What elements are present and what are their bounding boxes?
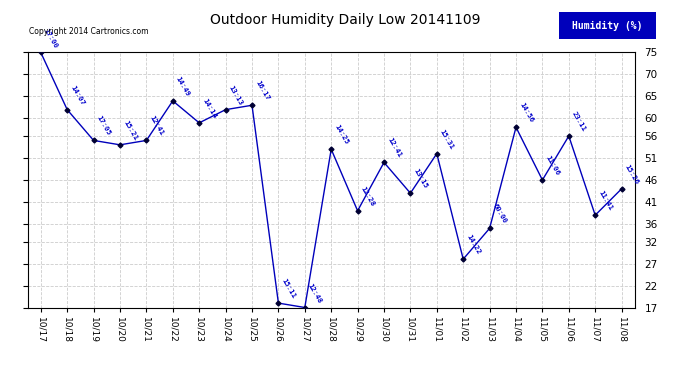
Text: 15:11: 15:11	[281, 278, 297, 300]
Text: 12:41: 12:41	[386, 137, 402, 159]
Text: 14:07: 14:07	[69, 84, 86, 106]
Text: 15:21: 15:21	[122, 119, 138, 141]
Text: 12:28: 12:28	[359, 185, 376, 207]
Text: 12:48: 12:48	[307, 282, 323, 304]
Text: 11:41: 11:41	[598, 190, 613, 211]
Text: Outdoor Humidity Daily Low 20141109: Outdoor Humidity Daily Low 20141109	[210, 13, 480, 27]
Text: 17:05: 17:05	[96, 115, 112, 137]
Text: 11:06: 11:06	[544, 154, 561, 177]
Text: Copyright 2014 Cartronics.com: Copyright 2014 Cartronics.com	[29, 27, 148, 36]
Text: 12:41: 12:41	[148, 115, 165, 137]
Text: Humidity (%): Humidity (%)	[572, 21, 642, 31]
Text: 15:26: 15:26	[624, 164, 640, 185]
Text: 16:17: 16:17	[254, 80, 270, 102]
Text: 14:56: 14:56	[518, 102, 534, 124]
Text: 15:31: 15:31	[439, 128, 455, 150]
Text: 14:22: 14:22	[465, 234, 482, 256]
Text: 13:13: 13:13	[228, 84, 244, 106]
Text: 14:14: 14:14	[201, 98, 217, 119]
Text: 60:00: 60:00	[492, 203, 508, 225]
Text: 17:00: 17:00	[43, 27, 59, 49]
Text: 14:49: 14:49	[175, 75, 191, 98]
Text: 23:11: 23:11	[571, 111, 587, 132]
Text: 13:15: 13:15	[413, 168, 428, 190]
Text: 14:25: 14:25	[333, 124, 349, 146]
